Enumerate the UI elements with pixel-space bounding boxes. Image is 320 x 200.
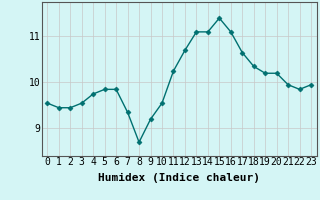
- X-axis label: Humidex (Indice chaleur): Humidex (Indice chaleur): [98, 173, 260, 183]
